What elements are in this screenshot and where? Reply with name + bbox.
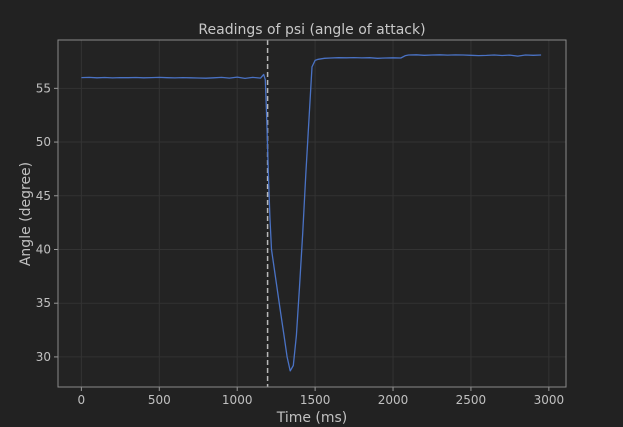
x-tick-label: 1000 (222, 393, 253, 407)
plot-area (57, 39, 567, 388)
x-tick-label: 0 (78, 393, 86, 407)
x-tick-label: 3000 (534, 393, 565, 407)
axis-ticks: 0 500 1000 1500 2000 2500 3000 30 35 40 45 50 55 (36, 81, 564, 407)
gridlines (58, 40, 566, 387)
y-tick-label: 30 (36, 350, 51, 364)
y-tick-label: 35 (36, 296, 51, 310)
x-tick-label: 2000 (378, 393, 409, 407)
x-tick-label: 500 (148, 393, 171, 407)
y-tick-label: 45 (36, 189, 51, 203)
x-axis-label: Time (ms) (276, 410, 348, 426)
chart-title: Readings of psi (angle of attack) (198, 22, 425, 38)
y-tick-label: 55 (36, 81, 51, 95)
x-tick-label: 2500 (456, 393, 487, 407)
x-tick-label: 1500 (300, 393, 331, 407)
y-tick-label: 50 (36, 135, 51, 149)
plot-border (57, 39, 567, 388)
series-layer (81, 54, 542, 372)
y-axis-label: Angle (degree) (18, 162, 34, 266)
y-tick-label: 40 (36, 242, 51, 256)
series-line-0 (81, 54, 542, 372)
